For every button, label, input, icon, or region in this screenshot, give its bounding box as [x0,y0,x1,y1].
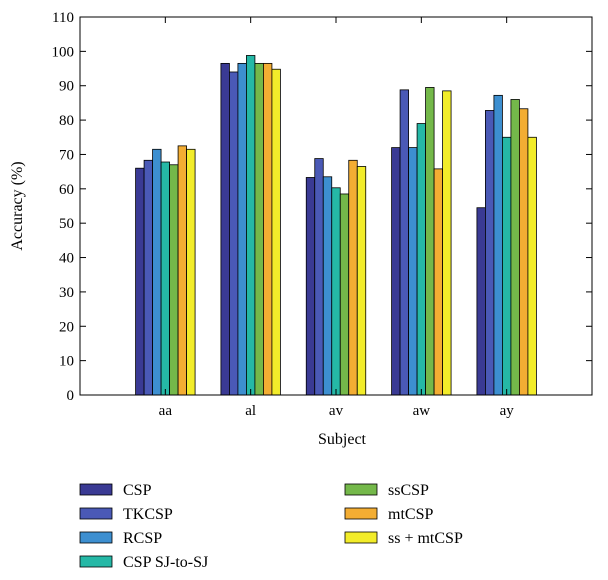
legend-label: CSP SJ-to-SJ [123,554,208,571]
x-tick-label: aw [413,403,431,419]
y-tick-label: 60 [59,182,74,198]
y-tick-label: 110 [52,10,74,26]
x-tick-label: al [245,403,256,419]
y-tick-label: 90 [59,79,74,95]
y-tick-label: 0 [67,388,75,404]
y-tick-label: 10 [59,354,74,370]
x-axis-title: Subject [318,431,367,448]
bar-av-1 [314,158,324,396]
bar-ay-6 [527,136,537,396]
bar-av-0 [305,177,316,396]
y-tick-label: 100 [52,44,75,60]
bar-aa-5 [177,145,187,396]
x-tick-label: ay [500,403,515,419]
legend-swatch [79,507,113,520]
bars-group [135,55,537,396]
y-tick-label: 20 [59,319,74,335]
bar-av-5 [348,159,358,396]
bar-aw-2 [408,147,418,396]
bar-aa-1 [143,159,153,396]
bar-aa-3 [160,161,170,396]
bar-aa-4 [169,164,179,396]
legend: CSP TKCSP RCSP CSP SJ-to-SJ ssCSP mtCSP ss + m… [79,482,463,571]
legend-label: ssCSP [388,482,429,499]
bar-ay-4 [510,99,520,396]
bar-aw-4 [425,87,435,396]
legend-item: CSP SJ-to-SJ [79,554,208,571]
legend-swatch [79,555,113,568]
legend-item: CSP [79,482,152,499]
x-axis: aa al av aw ay [159,17,515,419]
bar-al-0 [220,62,230,396]
bar-aw-0 [391,147,401,396]
bar-aa-6 [186,148,196,396]
y-tick-label: 40 [59,251,74,267]
bar-av-4 [339,193,350,396]
legend-item: ssCSP [344,482,429,499]
legend-swatch [344,531,378,544]
bar-ay-3 [502,136,512,396]
x-tick-label: av [329,403,344,419]
y-tick-label: 50 [59,216,74,232]
y-tick-label: 30 [59,285,74,301]
legend-swatch [344,483,378,496]
bar-av-6 [356,166,367,396]
legend-label: RCSP [123,530,162,547]
bar-aa-0 [135,167,145,396]
bar-aw-3 [416,123,426,396]
x-tick-label: aa [159,403,173,419]
legend-label: TKCSP [123,506,173,523]
legend-label: CSP [123,482,152,499]
bar-ay-5 [519,108,529,396]
legend-swatch [79,531,113,544]
bar-al-2 [237,62,247,396]
bar-aw-1 [399,89,409,396]
bar-aw-6 [442,90,452,396]
legend-swatch [79,483,113,496]
bar-av-2 [322,176,333,396]
bar-al-5 [263,62,273,396]
y-axis-title: Accuracy (%) [9,161,26,250]
legend-swatch [344,507,378,520]
legend-item: TKCSP [79,506,173,523]
bar-al-3 [246,55,256,396]
bar-av-3 [331,187,341,396]
bar-al-4 [254,62,264,396]
bar-aw-5 [433,168,443,396]
legend-label: ss + mtCSP [388,530,463,547]
bar-ay-2 [493,94,503,396]
legend-label: mtCSP [388,506,433,523]
bar-al-1 [229,71,239,396]
legend-item: ss + mtCSP [344,530,463,547]
y-axis: 0 10 20 30 40 50 60 70 80 90 100 110 [52,10,592,404]
legend-item: RCSP [79,530,162,547]
bar-ay-1 [485,110,495,396]
bar-aa-2 [152,148,162,396]
bar-ay-0 [476,207,486,396]
y-tick-label: 80 [59,113,74,129]
bar-al-6 [271,68,281,396]
y-tick-label: 70 [59,147,74,163]
legend-item: mtCSP [344,506,433,523]
